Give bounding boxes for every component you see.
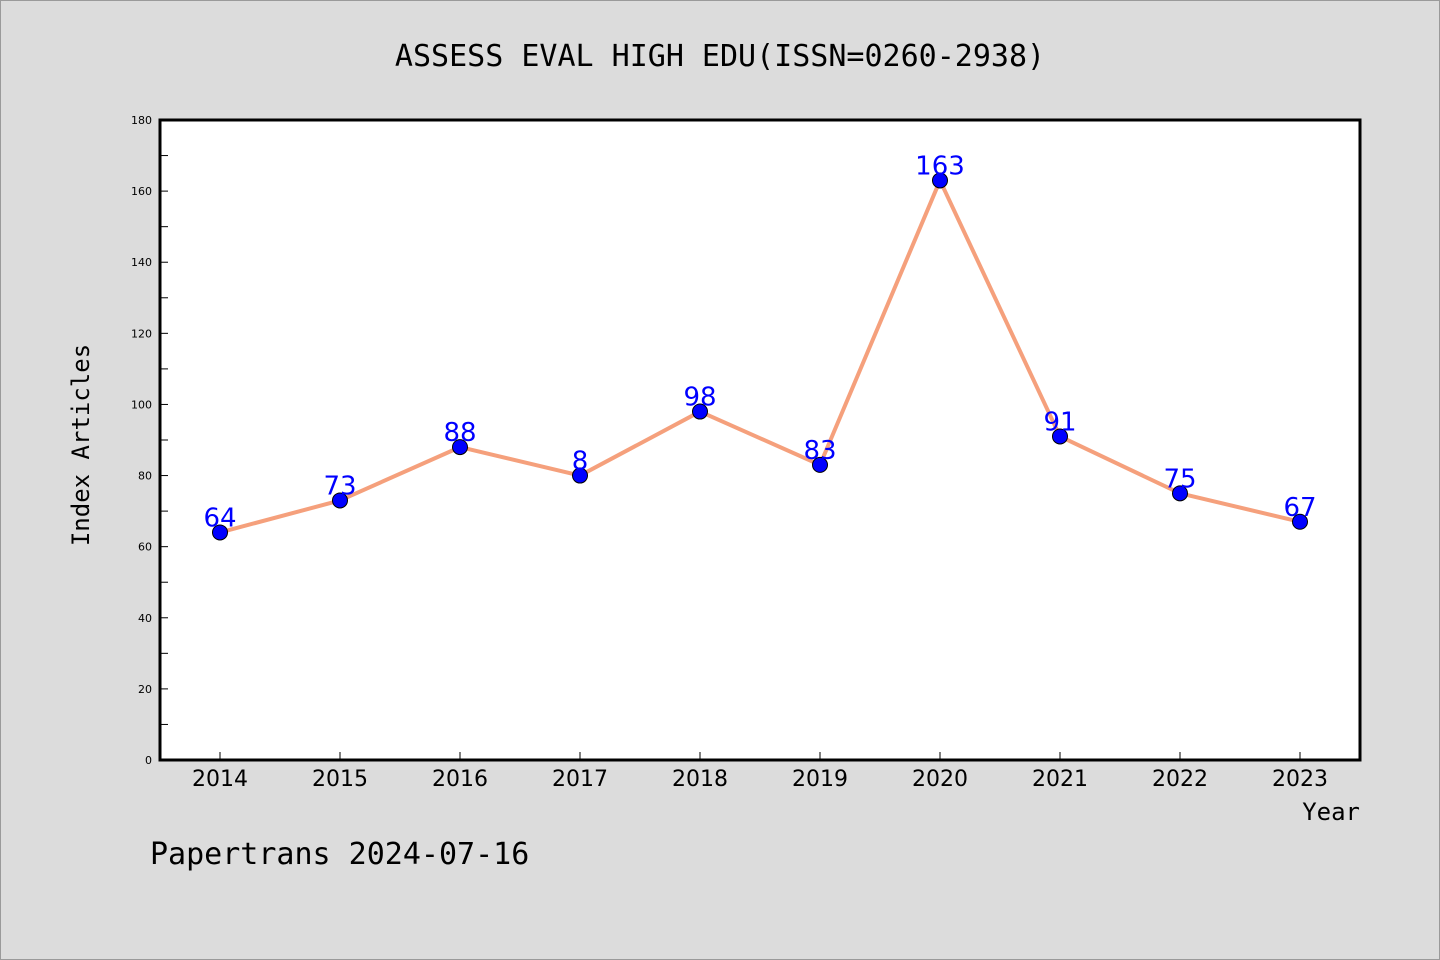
data-label-2023: 67 — [1283, 493, 1316, 523]
y-tick-label: 160 — [131, 185, 152, 198]
y-tick-label: 60 — [138, 541, 152, 554]
data-point-2021 — [1052, 428, 1068, 445]
data-label-2016: 88 — [443, 418, 476, 448]
x-tick-label: 2018 — [672, 767, 728, 792]
y-tick-label: 100 — [131, 398, 152, 411]
x-tick-label: 2021 — [1032, 767, 1088, 792]
data-point-2018 — [692, 403, 708, 420]
data-point-2016 — [452, 439, 468, 456]
x-axis-label: Year — [1302, 798, 1360, 826]
series-line — [218, 178, 1302, 535]
data-point-2014 — [212, 524, 228, 541]
data-point-2023 — [1292, 513, 1308, 530]
data-label-2021: 91 — [1043, 407, 1076, 437]
x-tick-label: 2020 — [912, 767, 968, 792]
data-label-2017: 8 — [572, 447, 589, 477]
data-point-2022 — [1172, 485, 1188, 502]
x-tick-label: 2019 — [792, 767, 848, 792]
footer-credit: Papertrans 2024-07-16 — [150, 837, 529, 872]
data-label-2015: 73 — [323, 471, 356, 501]
y-axis-label: Index Articles — [67, 344, 95, 546]
data-label-2022: 75 — [1163, 464, 1196, 494]
y-axis: 0 20 40 60 80 100 120 140 160 180 — [131, 114, 168, 767]
y-tick-label: 180 — [131, 114, 152, 127]
x-tick-label: 2017 — [552, 767, 608, 792]
chart-title: ASSESS EVAL HIGH EDU(ISSN=0260-2938) — [395, 39, 1045, 74]
y-tick-label: 0 — [145, 754, 152, 767]
data-label-2018: 98 — [683, 383, 716, 413]
x-tick-label: 2014 — [192, 767, 248, 792]
x-tick-label: 2023 — [1272, 767, 1328, 792]
data-point-2015 — [332, 492, 348, 509]
data-point-2020 — [932, 172, 948, 189]
y-tick-label: 80 — [138, 470, 152, 483]
y-tick-label: 120 — [131, 327, 152, 340]
y-tick-label: 40 — [138, 612, 152, 625]
y-tick-label: 140 — [131, 256, 152, 269]
x-tick-label: 2016 — [432, 767, 488, 792]
data-label-2020: 163 — [915, 151, 965, 181]
plot-border — [158, 118, 1362, 762]
x-tick-label: 2015 — [312, 767, 368, 792]
data-point-2019 — [812, 456, 828, 473]
data-label-2019: 83 — [803, 436, 836, 466]
data-point-2017 — [572, 467, 588, 484]
y-tick-label: 20 — [138, 683, 152, 696]
series-line-group — [212, 172, 1308, 541]
x-axis: 2014 2015 2016 2017 2018 2019 2020 2021 2022 2023 — [192, 752, 1328, 792]
x-tick-label: 2022 — [1152, 767, 1208, 792]
data-label-2014: 64 — [203, 503, 236, 533]
